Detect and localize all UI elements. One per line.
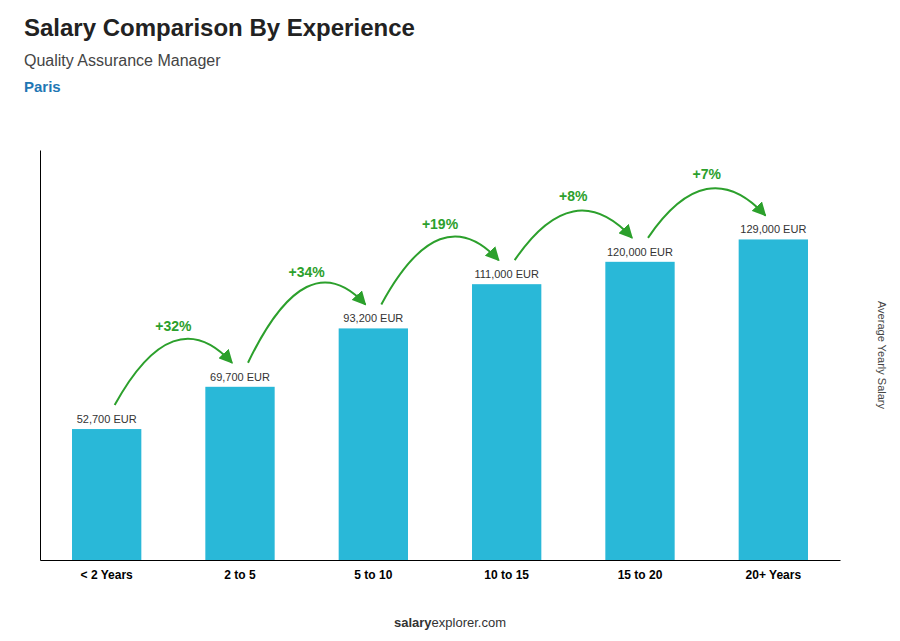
plot: < 2 Years 2 to 5 5 to 10 10 to 15 15 to 20 20… [41,151,841,582]
change-label: +7% [692,166,721,182]
x-tick-label: 10 to 15 [484,568,529,582]
change-arrow [648,188,765,238]
x-tick-label: 15 to 20 [618,568,663,582]
x-tick: < 2 Years [81,568,133,582]
x-tick: 15 to 20 [618,568,663,582]
bar [739,239,808,560]
change-annotations: +32% +34% +19% +8% +7% [115,166,766,405]
x-tick-label: 5 to 10 [354,568,392,582]
data-label: 129,000 EUR [740,223,806,235]
footer: salaryexplorer.com [394,615,506,630]
change-label: +19% [422,216,459,232]
change-arrow [115,339,232,405]
x-tick: 20+ Years [746,568,802,582]
footer-part: explorer.com [432,615,506,630]
bar [472,284,541,560]
change-label: +34% [289,264,326,280]
change-label: +32% [155,318,192,334]
x-tick-label: < 2 Years [81,568,133,582]
x-tick: 10 to 15 [484,568,529,582]
data-label: 111,000 EUR [474,268,538,280]
x-tick-label: 20+ Years [746,568,802,582]
y-axis-line [40,151,41,561]
y-axis [40,151,41,561]
title: Salary Comparison By Experience [24,14,415,41]
data-label: 69,700 EUR [210,371,270,383]
x-tick: 2 to 5 [224,568,256,582]
change-arrow [381,236,498,304]
bars [72,239,808,560]
data-label: 93,200 EUR [343,312,403,324]
bar [605,262,674,560]
x-tick-label: 2 to 5 [224,568,256,582]
x-tick: 5 to 10 [354,568,392,582]
y-axis-title: Average Yearly Salary [876,301,888,410]
change-arrow [248,282,365,362]
bar [72,429,141,560]
chart: Salary Comparison By Experience Quality A… [0,0,900,641]
bar [205,387,274,560]
data-labels: 52,700 EUR 69,700 EUR 93,200 EUR 111,000 EU… [77,223,807,425]
data-label: 120,000 EUR [607,246,673,258]
subtitle: Quality Assurance Manager [24,52,221,69]
bar [339,328,408,560]
x-axis: < 2 Years 2 to 5 5 to 10 10 to 15 15 to 20 20… [41,561,841,582]
footer-part: salary [394,615,432,630]
data-label: 52,700 EUR [77,413,137,425]
city: Paris [24,78,61,95]
change-label: +8% [559,188,588,204]
change-arrow [515,211,632,261]
x-axis-line [41,560,841,561]
